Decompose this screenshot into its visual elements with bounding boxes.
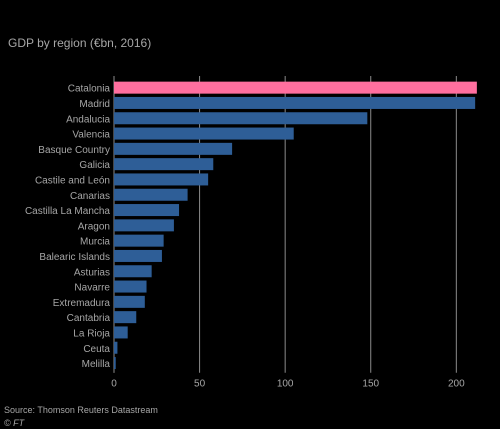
source-note: Source: Thomson Reuters Datastream xyxy=(4,405,158,415)
bar xyxy=(114,96,476,109)
category-label: Cantabria xyxy=(67,313,111,324)
category-label: Balearic Islands xyxy=(39,252,110,263)
bar xyxy=(114,204,180,217)
bar xyxy=(114,326,128,339)
category-label: Galicia xyxy=(79,160,110,171)
category-labels: Catalonia Madrid Andalucia Valencia Basque C… xyxy=(25,84,110,370)
category-label: Ceuta xyxy=(83,344,110,355)
category-label: Melilla xyxy=(82,359,111,370)
chart-title: GDP by region (€bn, 2016) xyxy=(8,36,152,50)
bar xyxy=(114,311,137,324)
category-label: Valencia xyxy=(72,130,110,141)
bar xyxy=(114,280,147,293)
bar xyxy=(114,249,162,262)
category-label: Catalonia xyxy=(68,84,111,95)
bar xyxy=(114,188,188,201)
bar xyxy=(114,81,477,94)
category-label: La Rioja xyxy=(73,328,110,339)
bar xyxy=(114,127,294,140)
category-label: Basque Country xyxy=(38,145,110,156)
category-label: Castilla La Mancha xyxy=(25,206,110,217)
category-label: Castile and León xyxy=(35,175,110,186)
category-label: Asturias xyxy=(74,267,110,278)
category-label: Canarias xyxy=(70,191,110,202)
bar xyxy=(114,173,209,186)
x-tick-label: 200 xyxy=(448,379,465,390)
bar xyxy=(114,295,145,308)
bar xyxy=(114,142,233,155)
x-tick-label: 50 xyxy=(194,379,206,390)
bar xyxy=(114,265,152,278)
bar xyxy=(114,158,214,171)
bar xyxy=(114,341,118,354)
bar xyxy=(114,219,174,232)
bar xyxy=(114,112,368,125)
credit-note: © FT xyxy=(4,418,25,428)
x-tick-label: 0 xyxy=(111,379,117,390)
category-label: Navarre xyxy=(74,283,110,294)
bars xyxy=(114,81,477,370)
x-tick-labels: 0 50 100 150 200 xyxy=(111,379,465,390)
category-label: Murcia xyxy=(80,237,110,248)
category-label: Andalucia xyxy=(66,114,110,125)
bar xyxy=(114,357,116,370)
category-label: Extremadura xyxy=(53,298,111,309)
category-label: Aragon xyxy=(78,221,110,232)
bar xyxy=(114,234,164,247)
x-tick-label: 100 xyxy=(277,379,294,390)
x-tick-label: 150 xyxy=(362,379,379,390)
category-label: Madrid xyxy=(79,99,110,110)
